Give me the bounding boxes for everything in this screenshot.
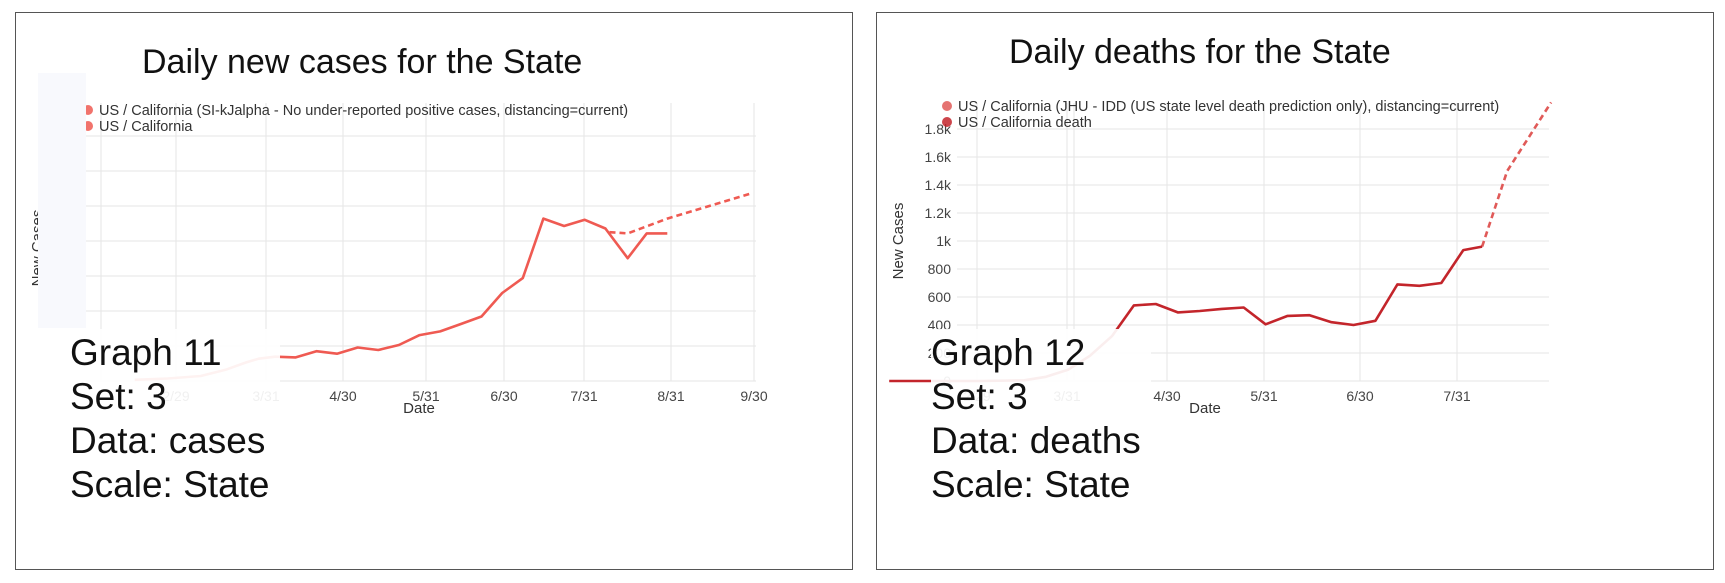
chart-title: Daily deaths for the State: [1009, 33, 1391, 71]
x-tick-label: 6/30: [1346, 388, 1373, 404]
x-tick-label: 9/30: [740, 388, 767, 404]
x-tick-label: 6/30: [490, 388, 517, 404]
x-tick-label: 5/31: [1250, 388, 1277, 404]
legend-marker: [942, 117, 952, 127]
forecast-series-line: [1480, 101, 1553, 248]
y-tick-label: 800: [928, 261, 952, 277]
y-tick-label: 1.4k: [925, 177, 952, 193]
caption-line-data: Data: deaths: [931, 420, 1141, 461]
deaths-chart: 02004006008001k1.2k1.4k1.6k1.8k2/293/314…: [889, 99, 1553, 417]
ylabel-mask: [38, 73, 86, 328]
caption-line-scale: Scale: State: [70, 464, 270, 505]
deaths-chart-panel: Daily deaths for the State 0200400600800…: [876, 12, 1714, 570]
legend-label: US / California death: [958, 115, 1092, 131]
legend-label: US / California: [99, 119, 193, 135]
x-tick-label: 7/31: [570, 388, 597, 404]
caption-line-data: Data: cases: [70, 420, 266, 461]
y-tick-label: 1.2k: [925, 205, 952, 221]
x-tick-label: 8/31: [657, 388, 684, 404]
y-tick-label: 1k: [936, 233, 952, 249]
graph-caption: Graph 11 Set: 3 Data: cases Scale: State: [70, 329, 280, 509]
y-tick-label: 600: [928, 289, 952, 305]
x-axis-label: Date: [403, 400, 435, 417]
x-tick-label: 7/31: [1443, 388, 1470, 404]
x-axis-label: Date: [1189, 400, 1221, 417]
legend-label: US / California (JHU - IDD (US state lev…: [958, 99, 1499, 115]
forecast-series-line: [609, 192, 751, 235]
x-tick-label: 5/31: [412, 388, 439, 404]
cases-chart-panel: Daily new cases for the State 2/293/314/…: [15, 12, 853, 570]
caption-line-scale: Scale: State: [931, 464, 1131, 505]
graph-caption: Graph 12 Set: 3 Data: deaths Scale: Stat…: [931, 329, 1151, 509]
chart-title: Daily new cases for the State: [142, 43, 583, 81]
caption-line-graph: Graph 11: [70, 332, 222, 373]
legend-marker: [942, 101, 952, 111]
caption-line-set: Set: 3: [931, 376, 1028, 417]
caption-line-set: Set: 3: [70, 376, 167, 417]
y-axis-label: New Cases: [890, 203, 907, 280]
legend-label: US / California (SI-kJalpha - No under-r…: [99, 103, 628, 119]
y-tick-label: 1.6k: [925, 149, 952, 165]
x-tick-label: 4/30: [1153, 388, 1180, 404]
caption-line-graph: Graph 12: [931, 332, 1086, 373]
x-tick-label: 4/30: [329, 388, 356, 404]
